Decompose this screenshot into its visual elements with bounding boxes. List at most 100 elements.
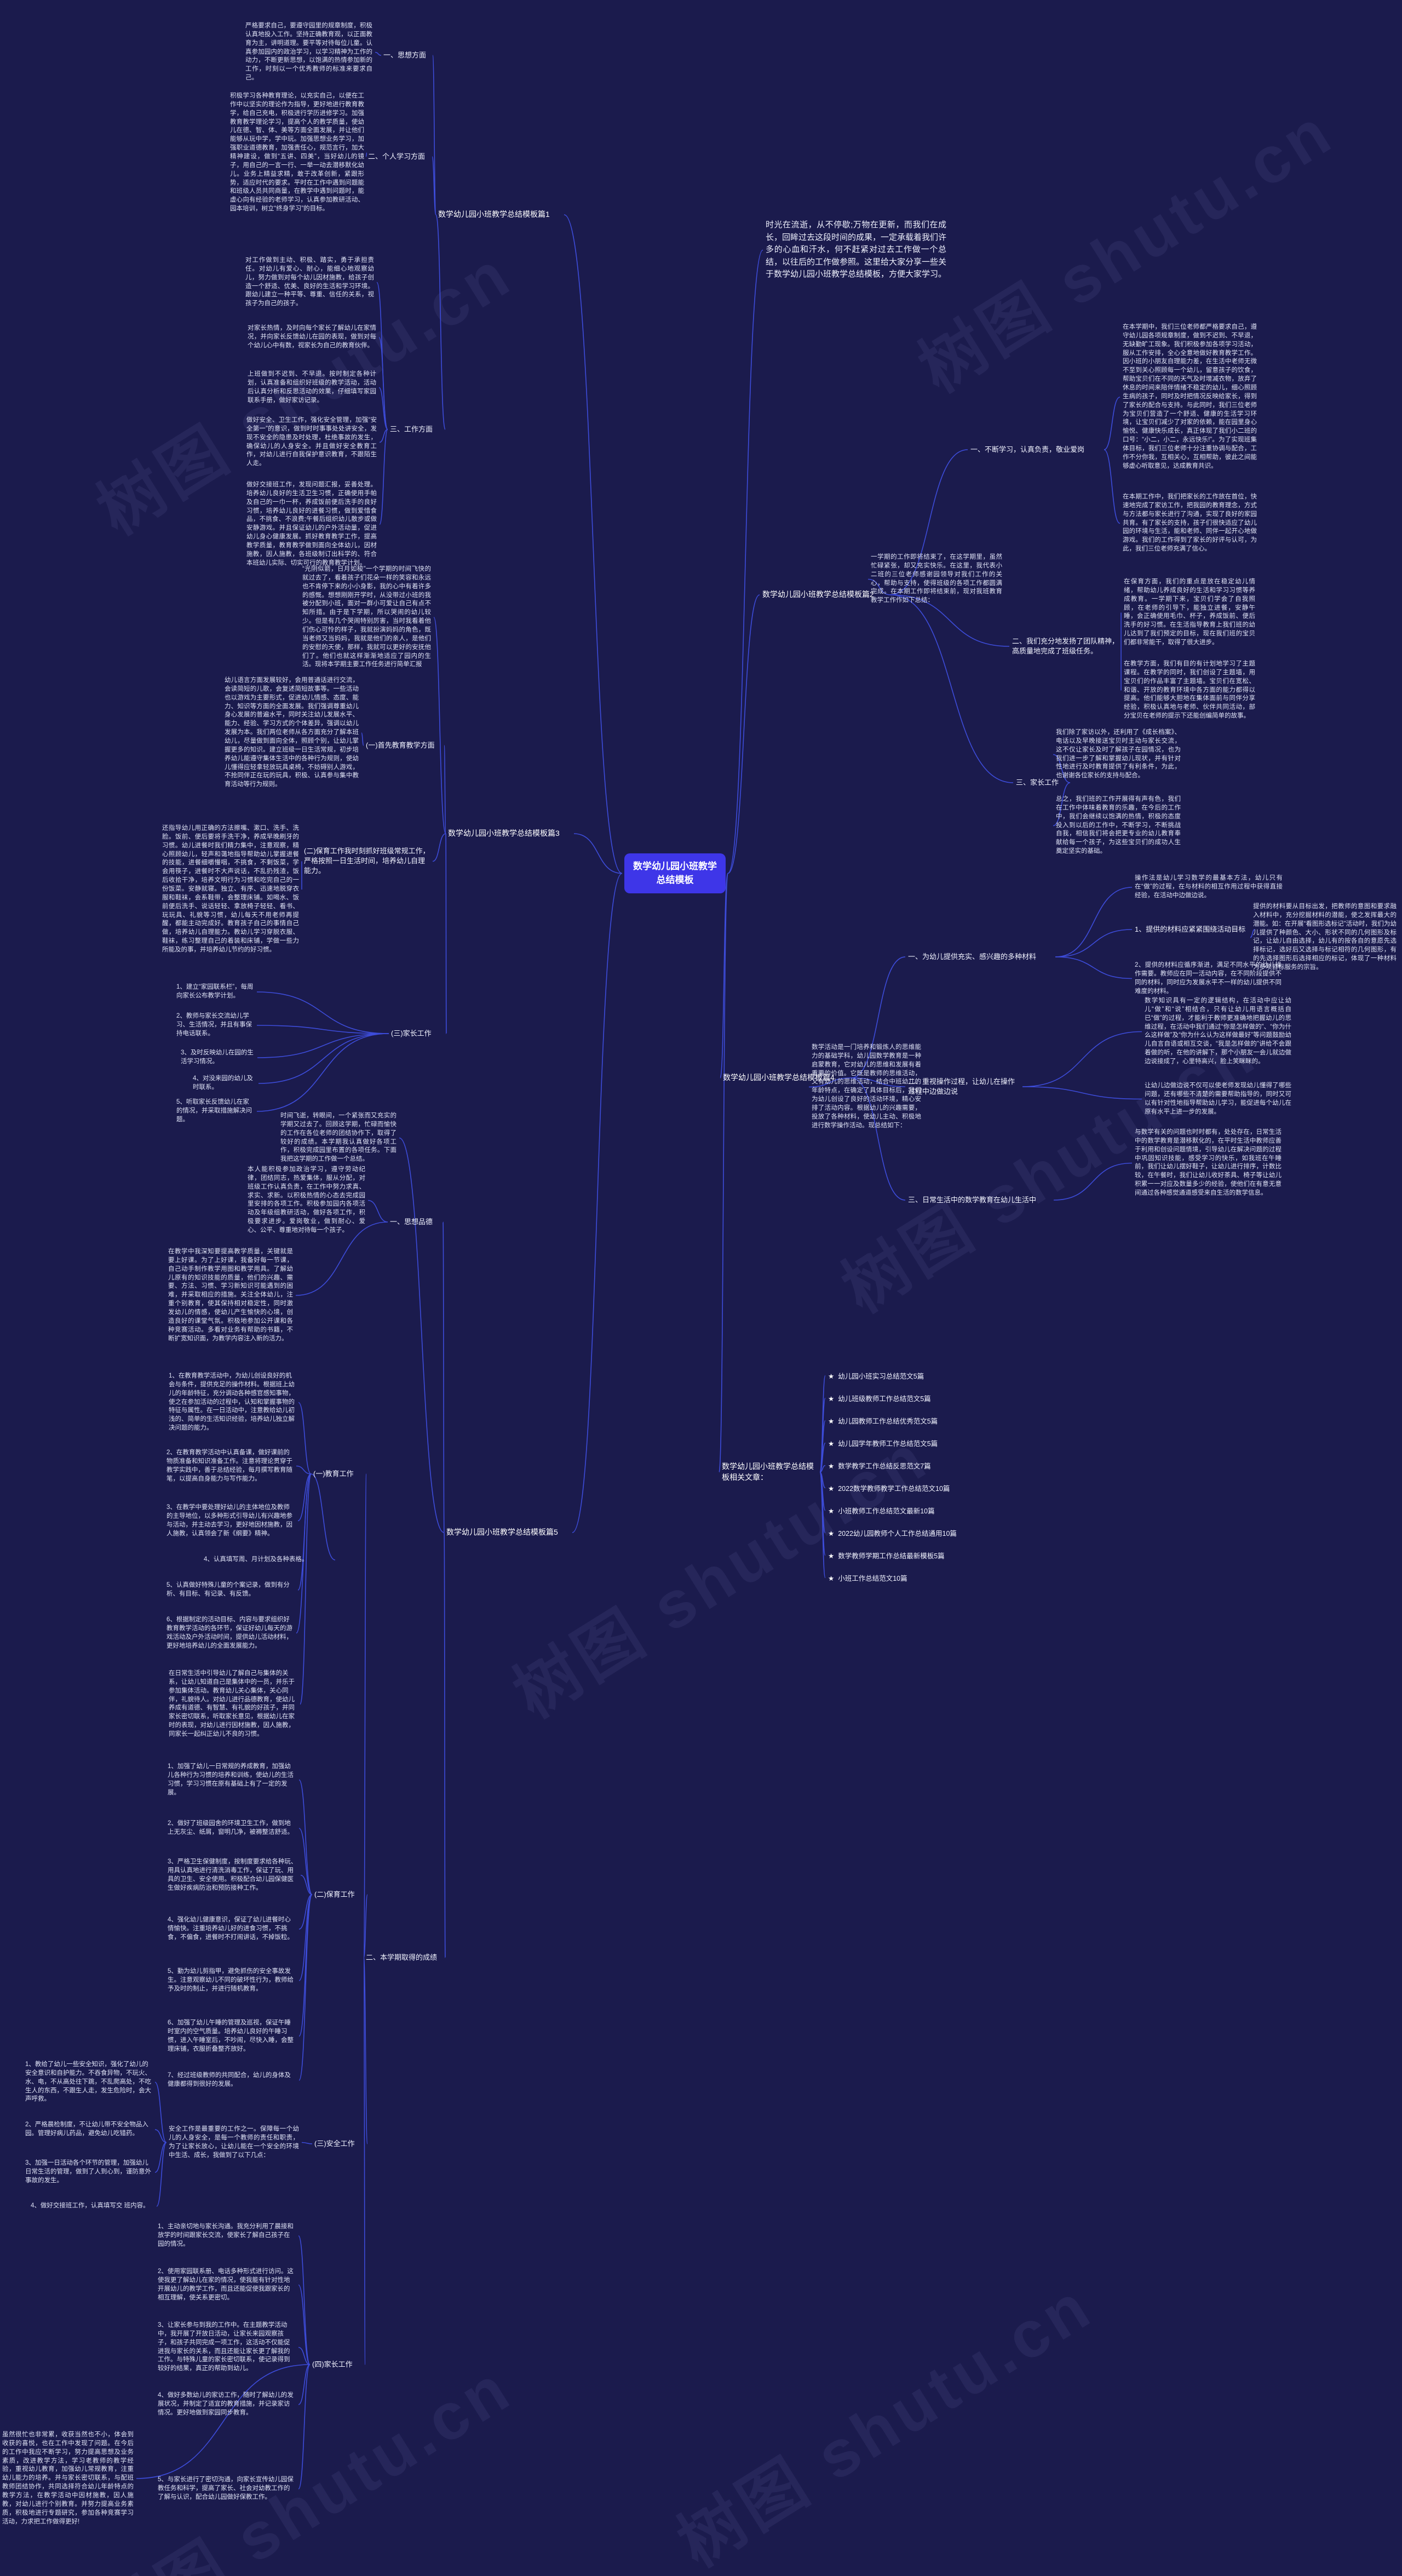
branch-title-part1[interactable]: 数学幼儿园小班教学总结模板篇1 [438,210,550,219]
section-label[interactable]: 二、本学期取得的成绩 [366,1953,438,1961]
section-label[interactable]: 三、工作方面 [390,425,433,433]
branch-title-related-articles[interactable]: 数学幼儿园小班教学总结模板相关文章： [722,1462,814,1482]
sub-section-label[interactable]: (三)安全工作 [314,2139,355,2148]
leaf-paragraph[interactable]: 在保育方面，我们的重点是放在稳定幼儿情绪，帮助幼儿养成良好的生活和学习习惯等养成… [1124,578,1255,646]
list-item[interactable]: 3、严格卫生保健制度，按制度要求给各种玩、用具认真地进行清洗消毒工作，保证了玩、… [168,1858,297,1891]
list-item[interactable]: 5、勤为幼儿剪指甲，避免抓伤的安全事故发生。注意观察幼儿不同的破坏性行为，教师给… [168,1968,294,1992]
leaf-paragraph[interactable]: 对工作做到主动、积极、踏实，勇于承担责任。对幼儿有爱心、耐心，能细心地观察幼儿，… [245,257,374,307]
sub-section-label[interactable]: (二)保育工作 [314,1890,355,1898]
sub-section-label[interactable]: (四)家长工作 [312,2360,353,2368]
section-label[interactable]: 二、个人学习方面 [368,152,426,160]
section-label[interactable]: 二、重视操作过程，让幼儿在操作过程中边做边说 [908,1077,1015,1096]
branch-title-part5[interactable]: 数学幼儿园小班教学总结模板篇5 [446,1528,558,1536]
list-item[interactable]: 4、做好多数幼儿的家访工作，随时了解幼儿的发展状况，并制定了适宜的教育措施，并记… [158,2392,294,2416]
leaf-paragraph[interactable]: 上班做到不迟到、不早退。按时制定各种计划，认真准备和组织好班级的教学活动，活动后… [248,371,376,404]
list-item[interactable]: 2、严格晨检制度，不让幼儿带不安全物品入园。管理好病儿药品，避免幼儿吃错药。 [25,2121,148,2137]
list-item[interactable]: 4、做好交接班工作，认真填写交 班内容。 [31,2202,150,2209]
section-label[interactable]: 一、不断学习，认真负责，敬业爱岗 [970,445,1085,454]
branch-title-part3[interactable]: 数学幼儿园小班教学总结模板篇3 [448,829,560,837]
list-item[interactable]: 2、使用家园联系册、电话多种形式进行访问。这使我更了解幼儿在家的情况，使我能有针… [158,2268,294,2301]
section-label[interactable]: 一、思想品德 [390,1218,433,1226]
list-item[interactable]: 3、及时反映幼儿在园的生活学习情况。 [181,1049,254,1065]
section-label[interactable]: 三、日常生活中的数学教育在幼儿生活中 [908,1196,1037,1204]
related-article-item[interactable]: ★ 幼儿班级教师工作总结范文5篇 [828,1393,931,1403]
list-item[interactable]: 7、经过班级教师的共同配合，幼儿的身体及健康都得到很好的发展。 [168,2072,291,2087]
summary-intro-paragraph[interactable]: 时光在流逝，从不停歇;万物在更新，而我们在成长，回眸过去这段时间的成果，一定承载… [766,220,947,279]
leaf-paragraph[interactable]: 在本学期中，我们三位老师都严格要求自己，遵守幼儿园各项规章制度，做到不迟到、不早… [1123,324,1257,469]
section-label[interactable]: (三)家长工作 [391,1029,432,1037]
related-article-item[interactable]: ★ 2022数学教师教学工作总结范文10篇 [828,1483,950,1493]
list-item[interactable]: 5、听取家长反馈幼儿在家的情况，并采取措施解决问题。 [176,1099,252,1123]
list-item[interactable]: 2、在教育教学活动中认真备课，做好课前的物质准备和知识准备工作。注意将理论贯穿于… [166,1449,292,1482]
leaf-paragraph[interactable]: 在本期工作中，我们把家长的工作放在首位，快速地完成了家访工作，把我园的教育理念，… [1123,494,1257,553]
list-item[interactable]: 4、强化幼儿健康意识，保证了幼儿进餐时心情愉快。注重培养幼儿好的进食习惯，不挑食… [168,1917,294,1941]
sub-section-label[interactable]: (一)教育工作 [313,1470,354,1478]
star-icon: ★ [828,1530,835,1537]
leaf-paragraph[interactable]: 2、提供的材料应循序渐进，满足不同水平的幼儿操作需要。教师应在同一活动内容，在不… [1135,962,1282,995]
list-item[interactable]: 1、主动亲切地与家长沟通。我充分利用了晨接和放学的时间跟家长交流，使家长了解自己… [158,2223,294,2247]
list-item[interactable]: 3、加强一日活动各个环节的管理，加强幼儿日常生活的管理，做到了人到心到，谨防意外… [25,2160,151,2184]
leaf-paragraph[interactable]: 做好安全、卫生工作，强化安全管理，加强“安全第一”的意识，做到时时事事处处讲安全… [246,417,377,467]
related-article-label: 数学教学工作总结反思范文7篇 [838,1462,931,1470]
related-article-item[interactable]: ★ 数学教学工作总结反思范文7篇 [828,1460,931,1471]
leaf-paragraph[interactable]: 提供的材料要从目标出发，把教师的意图和要求融入材料中，充分挖掘材料的潜能，使之发… [1253,903,1397,971]
list-item[interactable]: 1、加强了幼儿一日常规的养成教育，加强幼儿各种行为习惯的培养和训练，使幼儿的生活… [168,1763,294,1796]
section-label[interactable]: 二、我们充分地发扬了团队精神，高质量地完成了班级任务。 [1012,637,1119,656]
sub-section-label[interactable]: 1、提供的材料应紧紧围绕活动目标 [1135,925,1246,933]
list-item[interactable]: 3、让家长参与到我的工作中。在主题教学活动中，我开展了开放日活动，让家长来园观察… [158,2322,290,2372]
leaf-paragraph[interactable]: 幼儿语言方面发展较好，会用普通话进行交流，会读简短的儿歌，会复述简短故事等。一些… [225,677,359,788]
section-label[interactable]: 三、家长工作 [1016,778,1059,787]
related-article-item[interactable]: ★ 幼儿园教师工作总结优秀范文5篇 [828,1415,938,1426]
leaf-paragraph[interactable]: 还指导幼儿用正确的方法擦嘴、漱口、洗手、洗脸。饭前、便后要将手洗干净，养成早晚刷… [162,825,299,954]
leaf-paragraph[interactable]: 操作法是幼儿学习数学的最基本方法，幼儿只有在“做”的过程，在与材料的相互作用过程… [1135,875,1283,899]
list-item[interactable]: 6、加强了幼儿午睡的管理及巡视，保证午睡时室内的空气质量。培养幼儿良好的午睡习惯… [168,2020,294,2052]
related-article-item[interactable]: ★ 幼儿园学年教师工作总结范文5篇 [828,1438,938,1448]
related-article-item[interactable]: ★ 小班工作总结范文10篇 [828,1573,907,1583]
leaf-paragraph[interactable]: 在教学方面，我们有目的有计划地学习了主题课程。在教学的同时，我们创设了主题墙，用… [1124,661,1255,720]
list-item[interactable]: 1、建立“家园联系栏”，每周向家长公布教学计划。 [176,984,254,999]
list-item[interactable]: 2、教师与家长交流幼儿学习、生活情况，并且有事保持电话联系。 [176,1013,252,1037]
leaf-paragraph[interactable]: “光阴似箭，日月如梭”一个学期的时间飞快的就过去了，看着孩子们花朵一样的笑容和永… [302,566,431,668]
related-article-label: 2022数学教师教学工作总结范文10篇 [838,1485,950,1493]
leaf-paragraph[interactable]: 在教学中我深知要提高教学质量，关键就是要上好课。为了上好课，我备好每一节课，自己… [168,1248,293,1342]
related-article-item[interactable]: ★ 小班教师工作总结范文最新10篇 [828,1505,935,1516]
list-item[interactable]: 5、与家长进行了密切沟通，向家长宣传幼儿园保教任务和科学，提高了家长、社会对幼教… [158,2476,294,2500]
list-item[interactable]: 5、认真做好特殊儿童的个案记录，做到有分析、有目标、有记录、有反馈。 [166,1582,290,1597]
leaf-paragraph[interactable]: 一学期的工作即将结束了，在这学期里，虽然忙碌紧张，却又充实快乐。在这里，我代表小… [871,554,1002,604]
leaf-paragraph[interactable]: 数学知识具有一定的逻辑结构，在活动中应让幼儿“做”和“说”相结合，只有让幼儿用语… [1145,997,1291,1065]
leaf-paragraph[interactable]: 与数学有关的问题也时时都有，处处存在，日常生活中的数学教育是潜移默化的，在平时生… [1135,1129,1282,1197]
section-label[interactable]: (一)首先教育教学方面 [366,741,435,749]
section-label[interactable]: 一、思想方面 [383,51,427,59]
leaf-paragraph[interactable]: 本人能积极参加政治学习，遵守劳动纪律，团结同志，热爱集体，服从分配，对班级工作认… [248,1166,365,1234]
related-article-item[interactable]: ★ 数学教师学期工作总结最新模板5篇 [828,1550,945,1560]
list-item[interactable]: 6、根据制定的活动目标、内容与要求组织好教育教学活动的各环节，保证好幼儿每天的游… [166,1616,292,1649]
leaf-paragraph[interactable]: 对家长热情，及时向每个家长了解幼儿在家情况，并向家长反馈幼儿在园的表现，做到对每… [248,325,376,349]
list-item[interactable]: 4、对没来园的幼儿及时联系。 [193,1075,253,1091]
list-item[interactable]: 3、在教学中要处理好幼儿的主体地位及教师的主导地位，以多种形式引导幼儿有兴趣地参… [166,1504,292,1537]
root-node[interactable]: 数学幼儿园小班教学总结模板 [624,853,726,894]
leaf-paragraph[interactable]: 积极学习各种教育理论，以充实自己，以便在工作中以坚实的理论作为指导，更好地进行教… [230,93,364,213]
leaf-paragraph[interactable]: 我们除了家访以外，还利用了《成长档案》、电话以及早晚接送宝贝时主动与家长交流，这… [1056,729,1181,779]
leaf-paragraph[interactable]: 时间飞逝，转眼间，一个紧张而又充实的学期又过去了。回顾这学期，忙碌而愉快的工作在… [280,1112,397,1163]
leaf-paragraph[interactable]: 虽然很忙也非常累，收获当然也不小，体会到收获的喜悦，也在工作中发现了问题。在今后… [2,2431,134,2525]
leaf-paragraph[interactable]: 严格要求自己，要遵守园里的规章制度，积极认真地投入工作。坚持正确教育观，以正面教… [245,22,372,82]
related-article-label: 小班工作总结范文10篇 [838,1575,907,1582]
leaf-paragraph[interactable]: 数学活动是一门培养和锻炼人的思维能力的基础学科，幼儿园数学教育是一种启蒙教育，它… [812,1044,921,1129]
leaf-paragraph[interactable]: 让幼儿边做边说不仅可以使老师发现幼儿懂得了哪些问题，还有哪些不清楚的需要帮助指导… [1145,1082,1291,1115]
branch-title-part4[interactable]: 数学幼儿园小班教学总结模板篇4 [723,1073,835,1082]
leaf-paragraph[interactable]: 总之，我们班的工作开展得有声有色，我们在工作中体味着教育的乐趣，在今后的工作中，… [1056,796,1181,855]
related-article-item[interactable]: ★ 2022幼儿园教师个人工作总结通用10篇 [828,1528,957,1538]
leaf-paragraph[interactable]: 安全工作是最重要的工作之一。保障每一个幼儿的人身安全，是每一个教师的责任和职责，… [169,2126,299,2159]
list-item[interactable]: 1、教给了幼儿一些安全知识，强化了幼儿的安全意识和自护能力。不吞食异物，不玩火、… [25,2061,151,2103]
list-item[interactable]: 1、在教育教学活动中，为幼儿创设良好的机会与条件，提供充足的操作材料。根据班上幼… [169,1373,295,1432]
section-label[interactable]: 一、为幼儿提供充实、感兴趣的多种材料 [908,953,1037,961]
list-item[interactable]: 2、做好了班级园舍的环境卫生工作，做到地上无灰尘、纸屑，窗明几净，被褥整洁舒适。 [168,1820,294,1835]
related-article-item[interactable]: ★ 幼儿园小班实习总结范文5篇 [828,1370,924,1381]
section-label[interactable]: (二)保育工作我时刻抓好班级常规工作，严格按照一日生活时间，培养幼儿自理能力。 [304,847,430,875]
related-article-label: 幼儿园教师工作总结优秀范文5篇 [838,1418,938,1425]
list-item[interactable]: 在日常生活中引导幼儿了解自己与集体的关系，让幼儿知道自己是集体中的一员，并乐于参… [169,1670,295,1738]
branch-title-part2[interactable]: 数学幼儿园小班教学总结模板篇2 [762,590,874,599]
list-item[interactable]: 4、认真填写周、月计划及各种表格。 [204,1556,308,1563]
leaf-paragraph[interactable]: 做好交接班工作，发现问题汇报，妥善处理。培养幼儿良好的生活卫生习惯，正确使用手帕… [246,481,377,566]
